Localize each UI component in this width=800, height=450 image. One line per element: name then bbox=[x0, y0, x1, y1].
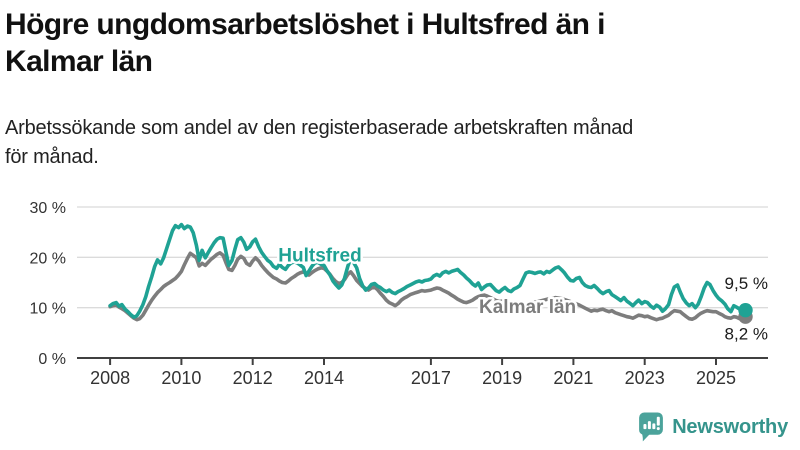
end-dot-hultsfred bbox=[738, 303, 753, 318]
y-tick-label: 20 % bbox=[30, 250, 66, 267]
speech-bubble-shape bbox=[639, 412, 664, 441]
speech-bubble-tail bbox=[643, 432, 652, 442]
x-tick-label: 2017 bbox=[411, 368, 451, 388]
end-value-label-hultsfred: 9,5 % bbox=[725, 274, 768, 293]
newsworthy-logo-icon bbox=[639, 412, 664, 442]
x-tick-label: 2014 bbox=[304, 368, 344, 388]
y-tick-label: 10 % bbox=[30, 301, 66, 318]
x-tick-label: 2025 bbox=[696, 368, 736, 388]
x-tick-label: 2019 bbox=[482, 368, 522, 388]
x-tick-label: 2012 bbox=[233, 368, 273, 388]
chart-svg: 2008 2010 2012 2014 2017 2019 2021 2023 2025 0 % 1… bbox=[30, 200, 771, 388]
brand-name: Newsworthy bbox=[672, 415, 788, 438]
x-tick-label: 2021 bbox=[553, 368, 593, 388]
page-title: Högre ungdomsarbetslöshet i Hultsfred än… bbox=[5, 6, 605, 80]
series-line-kalmar-län bbox=[108, 251, 748, 322]
brand-footer: Newsworthy bbox=[638, 412, 788, 442]
bar-chart-glyph bbox=[643, 416, 660, 431]
subtitle-line-2: för månad. bbox=[5, 146, 99, 168]
end-value-label-kalmar-län: 8,2 % bbox=[725, 325, 768, 344]
title-line-2: Kalmar län bbox=[5, 45, 153, 78]
chart-subtitle: Arbetssökande som andel av den registerb… bbox=[5, 114, 633, 172]
subtitle-line-1: Arbetssökande som andel av den registerb… bbox=[5, 117, 634, 139]
series-label-kalmar-län: Kalmar län bbox=[479, 297, 576, 318]
title-line-1: Högre ungdomsarbetslöshet i Hultsfred än… bbox=[5, 8, 605, 41]
x-tick-label: 2023 bbox=[625, 368, 665, 388]
x-tick-label: 2010 bbox=[161, 368, 201, 388]
series-label-hultsfred: Hultsfred bbox=[278, 245, 361, 266]
series-line-hultsfred bbox=[108, 222, 748, 319]
x-tick-label: 2008 bbox=[90, 368, 130, 388]
y-tick-label: 0 % bbox=[38, 351, 66, 368]
y-tick-label: 30 % bbox=[30, 200, 66, 217]
